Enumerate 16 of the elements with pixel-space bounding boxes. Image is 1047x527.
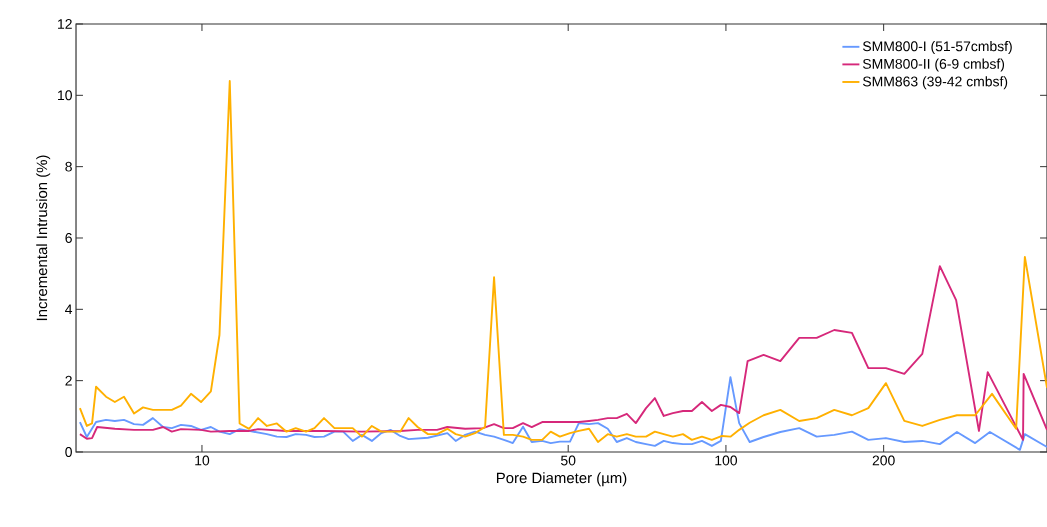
x-tick-label: 50 xyxy=(561,455,576,466)
x-tick-label: 10 xyxy=(195,455,210,466)
legend-label: SMM800-II (6-9 cmbsf) xyxy=(862,58,1005,72)
x-axis-title: Pore Diameter (µm) xyxy=(496,472,627,487)
x-tick-label: 200 xyxy=(872,455,895,466)
y-tick-label: 12 xyxy=(58,19,72,29)
y-tick-label: 10 xyxy=(58,90,72,101)
x-tick-label: 100 xyxy=(715,455,738,466)
y-axis-title: Incremental Intrusion (%) xyxy=(36,155,51,321)
y-tick-label: 8 xyxy=(65,161,72,172)
y-tick-label: 2 xyxy=(65,375,72,386)
legend-label: SMM800-I (51-57cmbsf) xyxy=(862,41,1012,55)
legend-label: SMM863 (39-42 cmbsf) xyxy=(862,76,1008,90)
y-tick-label: 4 xyxy=(65,304,73,315)
y-tick-label: 6 xyxy=(65,233,72,243)
y-tick-label: 0 xyxy=(65,447,72,457)
